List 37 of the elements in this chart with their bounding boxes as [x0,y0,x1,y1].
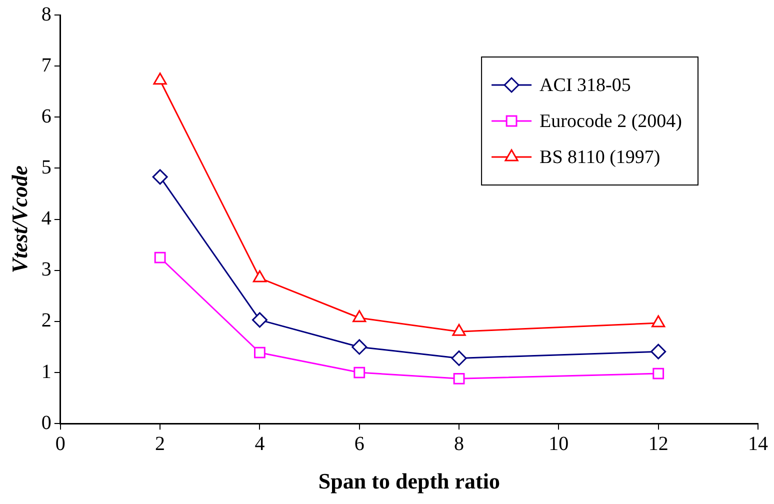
x-tick-label: 14 [748,432,768,455]
y-tick-label: 5 [41,156,52,178]
point [652,315,666,328]
point [252,312,268,328]
y-tick-label: 1 [41,360,52,383]
point [254,346,266,358]
legend-label: BS 8110 (1997) [540,146,660,168]
y-tick-label: 2 [41,310,52,332]
y-axis-title: Vtest/Vcode [6,165,32,274]
y-tick-label: 3 [41,258,52,281]
point [650,344,666,360]
legend-label: ACI 318-05 [540,74,631,96]
point [652,368,664,380]
x-tick-label: 0 [55,432,66,455]
y-tick-label: 6 [41,105,52,128]
point [154,252,166,264]
point [352,310,366,322]
point [153,72,167,85]
point [354,366,366,378]
point [152,169,168,185]
x-tick-label: 6 [354,432,364,455]
x-tick-label: 8 [454,432,464,455]
x-tick-label: 10 [548,432,569,455]
point [451,350,467,366]
x-tick-label: 12 [648,432,668,455]
y-tick-label: 0 [41,412,52,434]
y-tick-label: 8 [41,3,52,26]
point [352,339,368,355]
point [453,372,465,384]
x-axis-title: Span to depth ratio [318,468,500,494]
legend-label: Eurocode 2 (2004) [540,110,682,132]
x-tick-label: 2 [155,432,166,455]
y-tick-label: 4 [41,208,52,230]
point [452,324,466,336]
y-tick-label: 7 [41,54,52,76]
x-tick-label: 4 [254,432,265,455]
point [252,270,267,282]
